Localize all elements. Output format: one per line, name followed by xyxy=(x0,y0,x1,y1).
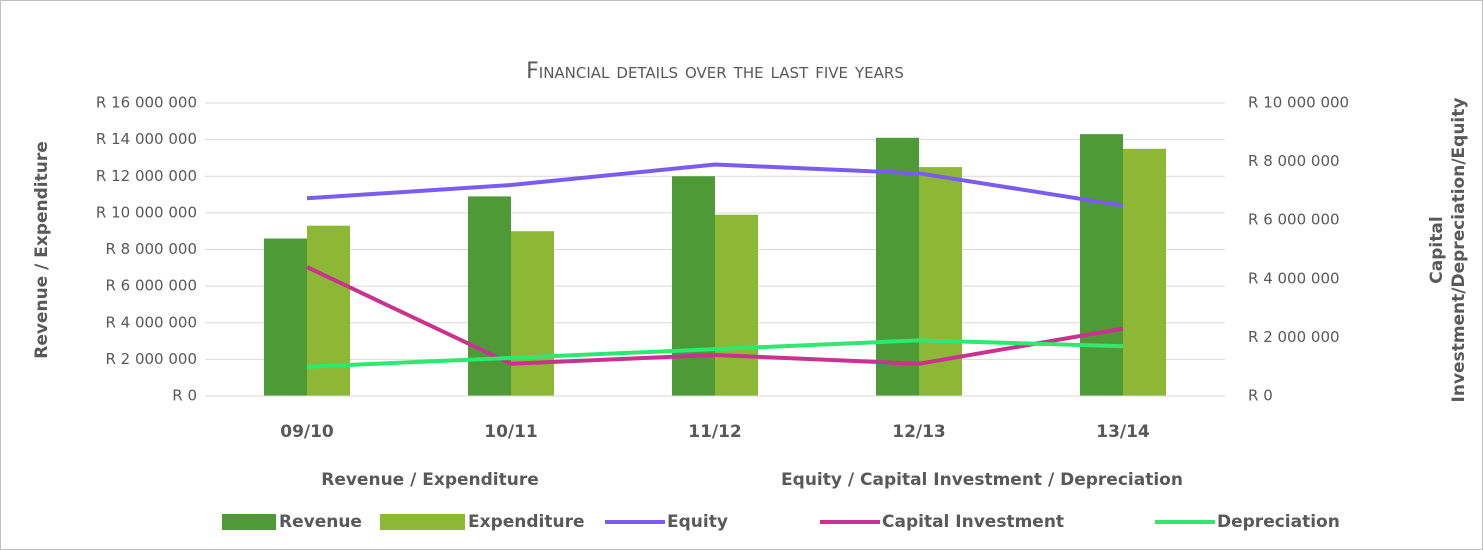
bar xyxy=(715,214,758,396)
legend-label: Depreciation xyxy=(1217,512,1340,532)
y-tick-label: R 16 000 000 xyxy=(96,94,197,112)
bar xyxy=(876,137,919,396)
y2-tick-label: R 10 000 000 xyxy=(1248,94,1349,112)
y-tick-label: R 0 xyxy=(172,387,197,405)
x-tick-label: 09/10 xyxy=(280,422,334,442)
y-tick-label: R 4 000 000 xyxy=(105,313,197,331)
y2-tick-label: R 4 000 000 xyxy=(1248,269,1340,287)
bar xyxy=(264,238,307,396)
y-tick-label: R 12 000 000 xyxy=(96,167,197,185)
bar xyxy=(307,225,350,396)
line-series xyxy=(306,162,1124,208)
legend-group-title: Equity / Capital Investment / Depreciati… xyxy=(781,470,1183,490)
bar xyxy=(672,176,715,396)
line-series xyxy=(306,338,1124,369)
x-tick-label: 10/11 xyxy=(484,422,538,442)
legend-swatch xyxy=(380,514,465,530)
y-tick-label: R 6 000 000 xyxy=(105,277,197,295)
bar xyxy=(1123,148,1166,396)
x-tick-label: 13/14 xyxy=(1096,422,1150,442)
y2-tick-label: R 8 000 000 xyxy=(1248,152,1340,170)
y-tick-label: R 14 000 000 xyxy=(96,130,197,148)
legend-swatch xyxy=(222,514,276,530)
chart-title: Financial details over the last five yea… xyxy=(526,59,904,84)
y2-tick-label: R 2 000 000 xyxy=(1248,328,1340,346)
legend-label: Equity xyxy=(667,512,728,532)
y-tick-label: R 8 000 000 xyxy=(105,240,197,258)
line-series xyxy=(306,265,1124,366)
bar xyxy=(468,196,511,396)
bar xyxy=(511,231,554,396)
legend-group-title: Revenue / Expenditure xyxy=(321,470,539,490)
bar xyxy=(1080,134,1123,396)
y2-axis-title: Capital Investment/Depreciation/Equity xyxy=(1427,98,1469,403)
x-tick-label: 11/12 xyxy=(688,422,742,442)
y2-tick-label: R 0 xyxy=(1248,387,1273,405)
x-tick-label: 12/13 xyxy=(892,422,946,442)
y-axis-title: Revenue / Expenditure xyxy=(32,141,52,359)
legend-label: Capital Investment xyxy=(882,512,1064,532)
legend-label: Expenditure xyxy=(468,512,585,532)
y-tick-label: R 10 000 000 xyxy=(96,203,197,221)
legend-label: Revenue xyxy=(279,512,362,532)
y-tick-label: R 2 000 000 xyxy=(105,350,197,368)
y2-tick-label: R 6 000 000 xyxy=(1248,211,1340,229)
